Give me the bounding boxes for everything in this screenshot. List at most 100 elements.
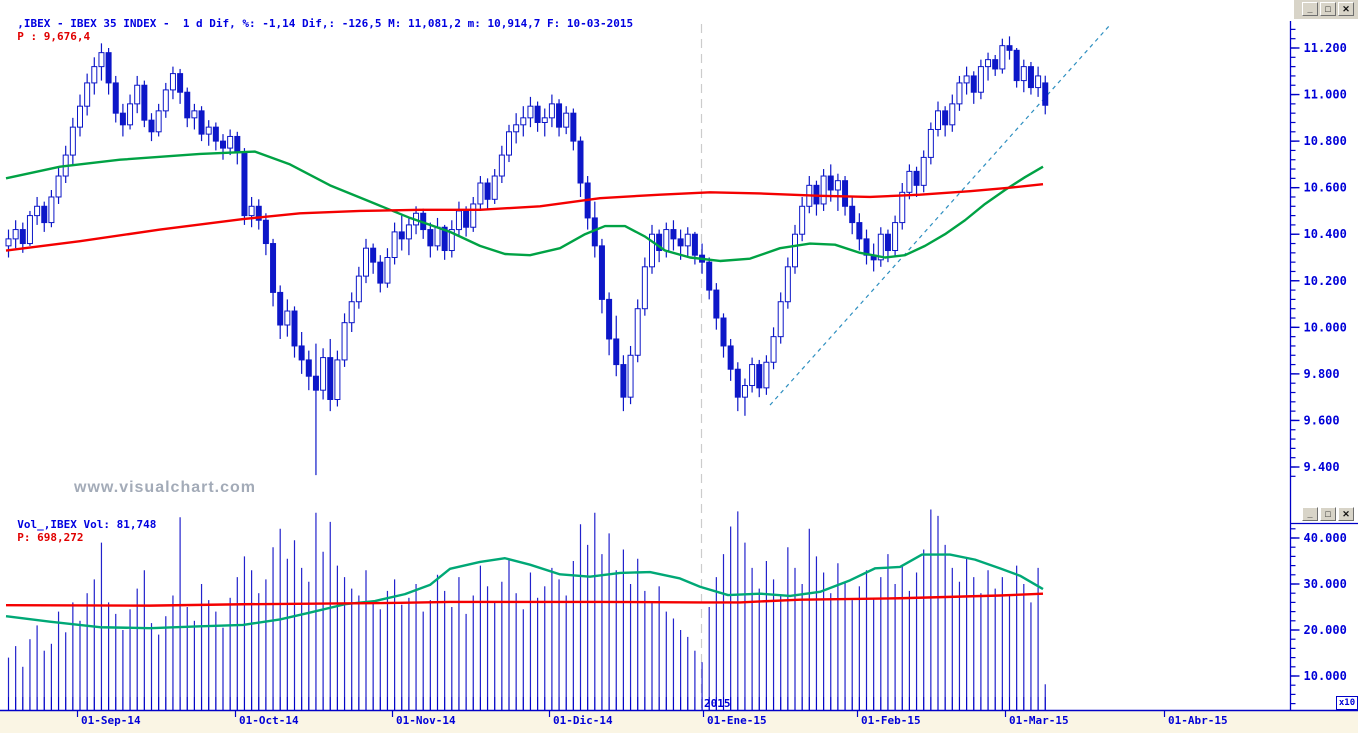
candle-body — [69, 126, 76, 156]
price-axis-label: 10.600 — [1304, 181, 1347, 195]
candle-body — [777, 301, 784, 338]
candle-body — [684, 233, 691, 247]
candle-body — [134, 84, 141, 105]
close-button[interactable]: ✕ — [1338, 2, 1354, 16]
candle-body — [491, 175, 498, 200]
candle-body — [713, 289, 720, 319]
candle-body — [856, 222, 863, 240]
candle-body — [19, 229, 26, 245]
minimize-button[interactable]: _ — [1302, 2, 1318, 16]
volume-axis-label: 20.000 — [1304, 623, 1347, 637]
volume-bar-series — [7, 509, 1046, 710]
candle-body — [1013, 49, 1020, 82]
date-axis-month-label: 01-Abr-15 — [1168, 714, 1228, 727]
date-axis[interactable]: 01-Sep-14 01-Oct-14 01-Nov-14 01-Dic-14 01-E… — [0, 697, 1358, 727]
candle-body — [892, 222, 899, 252]
candle-body — [169, 73, 176, 91]
candle-body — [84, 82, 91, 107]
candle-body — [827, 175, 834, 191]
price-axis-label: 10.000 — [1304, 320, 1347, 334]
candle-body — [341, 322, 348, 361]
candle-body — [41, 205, 48, 224]
candle-body — [570, 112, 577, 142]
candle-body — [220, 140, 226, 149]
price-axis[interactable]: 11.200 11.000 10.800 10.600 10.400 10.200 10.0… — [1289, 21, 1347, 710]
candle-body — [312, 375, 319, 391]
candle-body — [198, 110, 205, 135]
date-axis-month-label: 01-Oct-14 — [239, 714, 299, 727]
candle-body — [706, 261, 713, 291]
volume-axis[interactable]: 40.000 30.000 20.000 10.000 — [1290, 522, 1358, 705]
candle-body — [513, 124, 520, 133]
candle-body — [727, 345, 734, 370]
price-axis-label: 9.800 — [1304, 367, 1340, 381]
candle-body — [749, 364, 756, 387]
candle-body — [320, 357, 327, 391]
candle-body — [484, 182, 491, 200]
candle-body — [506, 131, 512, 156]
candle-body — [191, 110, 198, 119]
candle-body — [1020, 66, 1027, 82]
candle-body — [291, 310, 298, 347]
candle-body — [563, 112, 570, 128]
maximize-button[interactable]: □ — [1320, 2, 1336, 16]
price-axis-label: 10.800 — [1304, 134, 1347, 148]
candle-body — [355, 275, 362, 303]
candle-body — [627, 354, 634, 398]
candle-body — [691, 233, 698, 256]
candle-body — [613, 338, 620, 366]
volume-ma-short-line — [5, 553, 1044, 630]
candle-body — [834, 180, 841, 191]
candle-body — [520, 117, 527, 126]
candle-body — [620, 364, 627, 398]
candle-body — [820, 175, 827, 205]
candle-body — [656, 233, 663, 252]
candle-body — [899, 191, 906, 224]
candle-body — [935, 110, 941, 130]
candle-body — [77, 105, 83, 128]
volume-minimize-button[interactable]: _ — [1302, 507, 1318, 521]
candle-body — [305, 359, 312, 377]
price-axis-label: 10.400 — [1304, 227, 1347, 241]
candle-body — [913, 170, 920, 186]
volume-close-button[interactable]: ✕ — [1338, 507, 1354, 521]
candle-body — [262, 219, 269, 245]
candle-body — [298, 345, 305, 361]
volume-maximize-button[interactable]: □ — [1320, 507, 1336, 521]
main-window-controls: _ □ ✕ — [1302, 2, 1354, 17]
candle-body — [26, 215, 33, 245]
volume-period-text: P: 698,272 — [17, 531, 84, 544]
candle-body — [1027, 66, 1034, 89]
candle-body — [55, 175, 62, 198]
candle-body — [534, 105, 541, 123]
candle-body — [1006, 45, 1013, 51]
candle-body — [763, 361, 770, 389]
candle-body — [992, 59, 999, 70]
candle-body — [577, 140, 584, 184]
candle-body — [949, 103, 956, 126]
candle-body — [920, 156, 927, 186]
candle-body — [956, 82, 963, 105]
candle-body — [799, 205, 806, 235]
quote-header: ,IBEX - IBEX 35 INDEX - 1 d Dif, %: -1,1… — [4, 4, 640, 43]
candle-body — [234, 135, 241, 154]
candle-body — [391, 231, 398, 258]
candle-body — [212, 126, 219, 142]
date-axis-month-label: 01-Mar-15 — [1009, 714, 1069, 727]
candle-body — [670, 229, 677, 240]
candle-body — [205, 126, 212, 135]
candle-body — [977, 66, 984, 93]
trendline[interactable] — [769, 24, 1111, 406]
candle-body — [963, 75, 970, 84]
candle-body — [741, 385, 748, 398]
year-divider-label: 2015 — [704, 697, 731, 710]
date-axis-month-label: 01-Ene-15 — [707, 714, 767, 727]
candle-body — [970, 75, 977, 93]
candle-body — [284, 310, 291, 326]
candle-body — [327, 357, 334, 400]
candle-body — [34, 205, 41, 217]
date-axis-month-label: 01-Dic-14 — [553, 714, 613, 727]
candle-body — [677, 238, 684, 247]
